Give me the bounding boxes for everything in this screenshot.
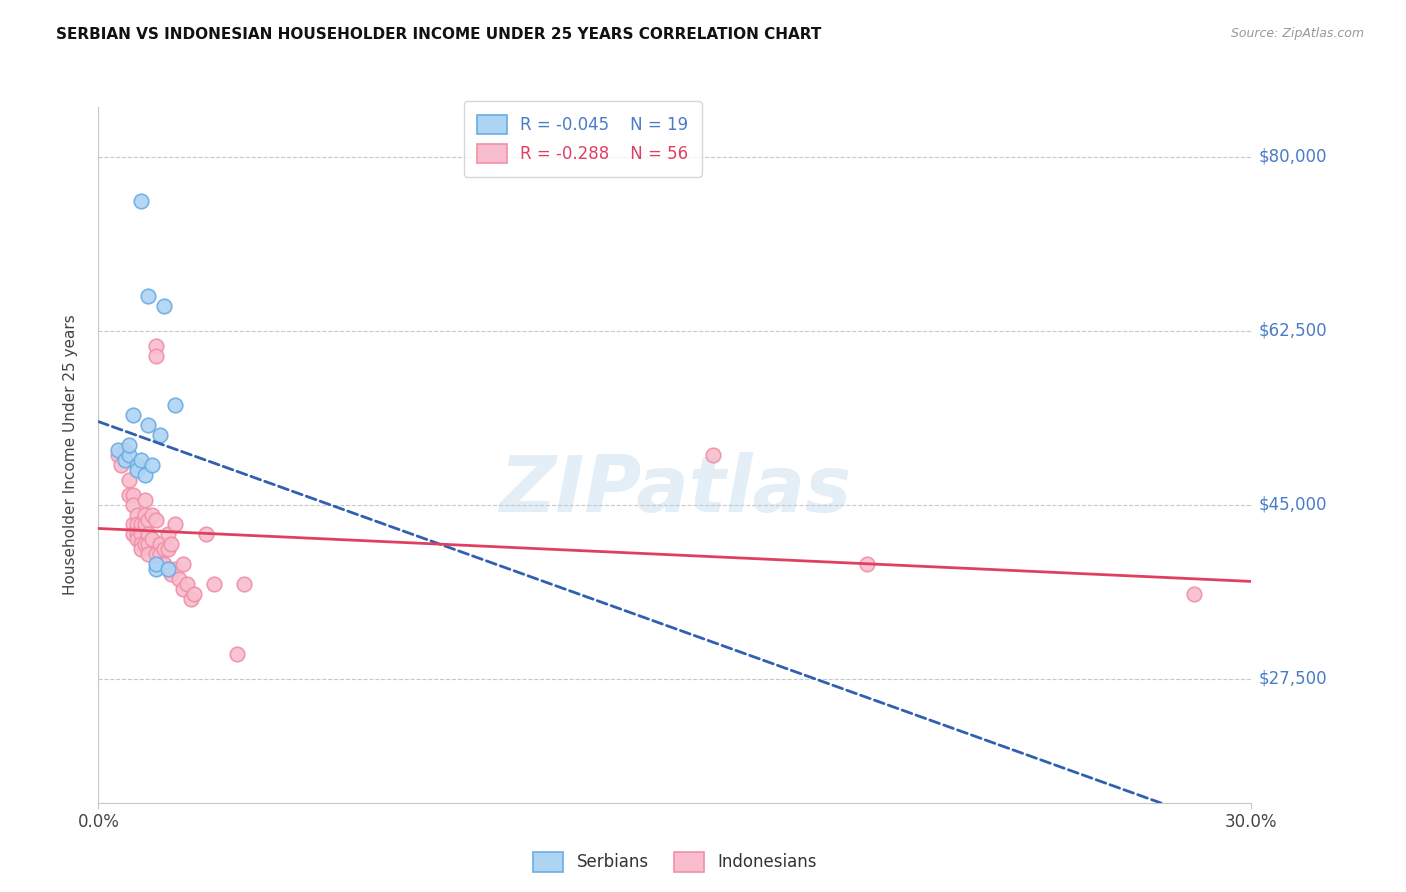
Point bbox=[118, 473, 141, 487]
Point bbox=[125, 527, 148, 541]
Point bbox=[122, 498, 145, 512]
Text: $80,000: $80,000 bbox=[1258, 148, 1327, 166]
Point bbox=[134, 517, 156, 532]
Point bbox=[145, 349, 167, 363]
Point bbox=[122, 527, 145, 541]
Point bbox=[129, 453, 152, 467]
Point bbox=[145, 558, 167, 572]
Point bbox=[165, 562, 187, 576]
Point bbox=[225, 647, 247, 661]
Point bbox=[149, 537, 172, 551]
Point bbox=[176, 577, 198, 591]
Point bbox=[134, 492, 156, 507]
Text: $45,000: $45,000 bbox=[1258, 496, 1327, 514]
Point bbox=[138, 547, 160, 561]
Point bbox=[165, 517, 187, 532]
Point bbox=[138, 289, 160, 303]
Point bbox=[702, 448, 724, 462]
Point bbox=[122, 517, 145, 532]
Point bbox=[114, 442, 136, 457]
Text: SERBIAN VS INDONESIAN HOUSEHOLDER INCOME UNDER 25 YEARS CORRELATION CHART: SERBIAN VS INDONESIAN HOUSEHOLDER INCOME… bbox=[56, 27, 821, 42]
Point bbox=[149, 547, 172, 561]
Text: Source: ZipAtlas.com: Source: ZipAtlas.com bbox=[1230, 27, 1364, 40]
Point bbox=[107, 448, 129, 462]
Point bbox=[129, 517, 152, 532]
Point bbox=[107, 442, 129, 457]
Point bbox=[183, 587, 205, 601]
Point bbox=[129, 527, 152, 541]
Point bbox=[118, 448, 141, 462]
Point bbox=[156, 527, 179, 541]
Point bbox=[134, 537, 156, 551]
Text: $27,500: $27,500 bbox=[1258, 670, 1327, 688]
Point bbox=[110, 458, 132, 472]
Point bbox=[125, 533, 148, 547]
Point bbox=[152, 558, 174, 572]
Point bbox=[856, 558, 879, 572]
Point bbox=[141, 508, 163, 522]
Point bbox=[129, 542, 152, 557]
Point bbox=[125, 458, 148, 472]
Point bbox=[125, 463, 148, 477]
Point bbox=[152, 542, 174, 557]
Point bbox=[129, 537, 152, 551]
Point bbox=[129, 194, 152, 209]
Point bbox=[1182, 587, 1205, 601]
Point bbox=[145, 338, 167, 352]
Y-axis label: Householder Income Under 25 years: Householder Income Under 25 years bbox=[63, 315, 77, 595]
Point bbox=[122, 408, 145, 422]
Point bbox=[156, 542, 179, 557]
Point bbox=[180, 592, 202, 607]
Point bbox=[134, 508, 156, 522]
Point bbox=[138, 512, 160, 526]
Point bbox=[141, 458, 163, 472]
Point bbox=[114, 453, 136, 467]
Point bbox=[149, 558, 172, 572]
Point bbox=[156, 562, 179, 576]
Point bbox=[134, 467, 156, 482]
Point bbox=[145, 562, 167, 576]
Point bbox=[202, 577, 225, 591]
Point bbox=[195, 527, 218, 541]
Point bbox=[141, 533, 163, 547]
Point bbox=[138, 537, 160, 551]
Point bbox=[167, 572, 190, 586]
Point bbox=[138, 527, 160, 541]
Point bbox=[165, 398, 187, 412]
Legend: Serbians, Indonesians: Serbians, Indonesians bbox=[520, 839, 830, 885]
Point bbox=[160, 537, 183, 551]
Point bbox=[125, 508, 148, 522]
Point bbox=[149, 428, 172, 442]
Point bbox=[125, 517, 148, 532]
Point bbox=[122, 488, 145, 502]
Point bbox=[118, 438, 141, 452]
Text: ZIPatlas: ZIPatlas bbox=[499, 451, 851, 528]
Point bbox=[172, 558, 194, 572]
Point bbox=[152, 299, 174, 313]
Point bbox=[233, 577, 256, 591]
Text: $62,500: $62,500 bbox=[1258, 322, 1327, 340]
Point bbox=[138, 418, 160, 433]
Point bbox=[145, 547, 167, 561]
Point bbox=[156, 562, 179, 576]
Point bbox=[172, 582, 194, 596]
Point bbox=[160, 567, 183, 582]
Point bbox=[145, 512, 167, 526]
Point bbox=[118, 488, 141, 502]
